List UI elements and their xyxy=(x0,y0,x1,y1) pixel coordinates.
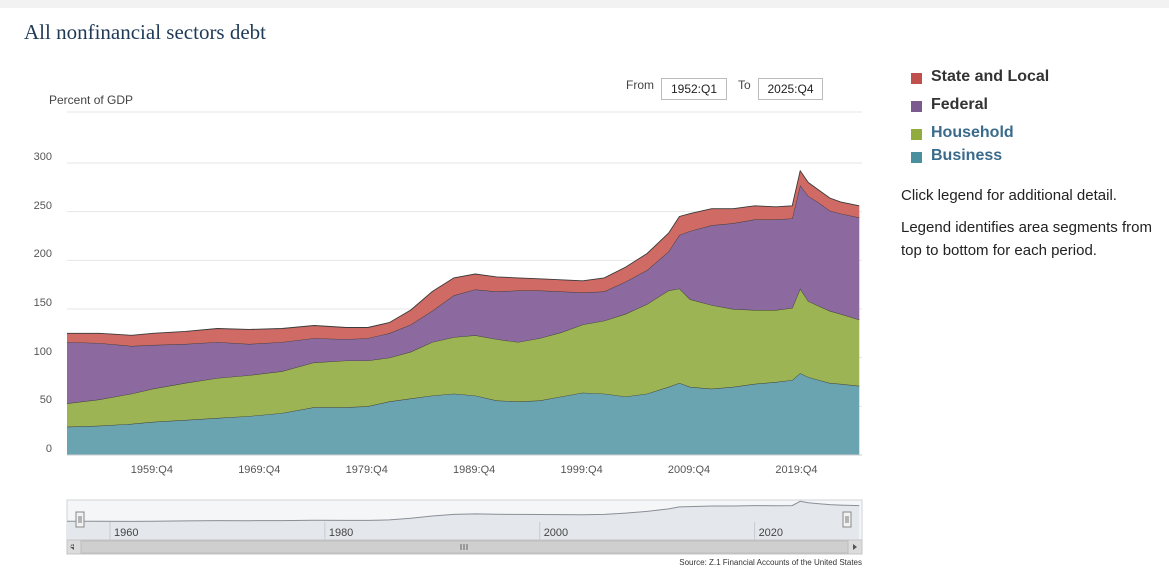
y-tick-150: 150 xyxy=(33,297,52,309)
x-tick-1979-Q4: 1979:Q4 xyxy=(345,464,388,476)
line-federal xyxy=(66,184,860,347)
scroll-right-arrow[interactable] xyxy=(853,544,857,550)
to-input[interactable]: 2025:Q4 xyxy=(758,78,823,100)
scrollbar-thumb[interactable] xyxy=(80,540,849,554)
legend-label-household: Household xyxy=(931,124,1014,141)
y-axis-label: Percent of GDP xyxy=(49,93,134,107)
from-input[interactable]: 1952:Q1 xyxy=(661,78,727,100)
y-tick-250: 250 xyxy=(33,199,52,212)
x-tick-1969-Q4: 1969:Q4 xyxy=(238,464,281,476)
legend-note: Click legend for additional detail. xyxy=(901,187,1117,204)
x-tick-1999-Q4: 1999:Q4 xyxy=(560,464,603,476)
y-tick-300: 300 xyxy=(33,151,52,163)
y-tick-50: 50 xyxy=(39,394,52,407)
x-tick-1959-Q4: 1959:Q4 xyxy=(130,464,173,476)
navigator-label-1980: 1980 xyxy=(329,527,353,539)
area-federal xyxy=(67,185,860,404)
y-tick-0: 0 xyxy=(45,443,52,455)
from-label: From xyxy=(626,78,654,92)
navigator-label-2020: 2020 xyxy=(759,527,783,539)
page-title: All nonfinancial sectors debt xyxy=(24,20,267,44)
top-bar xyxy=(0,0,1169,8)
legend-swatch-business xyxy=(911,152,922,163)
x-tick-2019-Q4: 2019:Q4 xyxy=(775,464,818,476)
legend-swatch-federal xyxy=(911,101,922,112)
line-household xyxy=(66,287,860,404)
navigator-area xyxy=(67,501,860,540)
legend-label-business: Business xyxy=(931,147,1003,164)
legend-label-federal: Federal xyxy=(931,96,988,113)
x-tick-2009-Q4: 2009:Q4 xyxy=(667,464,711,476)
area-state-and-local xyxy=(67,170,860,346)
navigator-scrollbar[interactable] xyxy=(66,539,863,555)
line-state-and-local xyxy=(67,169,860,336)
scroll-left-arrow[interactable] xyxy=(70,544,74,550)
navigator-label-1960: 1960 xyxy=(114,527,138,539)
navigator-label-2000: 2000 xyxy=(544,527,568,539)
legend-label-state-and-local: State and Local xyxy=(931,68,1050,85)
y-tick-100: 100 xyxy=(33,345,52,358)
navigator-handle-right[interactable] xyxy=(842,511,852,528)
line-business xyxy=(66,372,860,428)
navigator-background xyxy=(66,499,863,541)
source-note: Source: Z.1 Financial Accounts of the Un… xyxy=(679,558,862,567)
legend-swatch-state-and-local xyxy=(911,73,922,84)
to-label: To xyxy=(738,78,751,92)
area-household xyxy=(67,288,860,427)
legend-order-note: Legend identifies area segments from top… xyxy=(901,219,1152,259)
area-business xyxy=(67,373,860,455)
y-tick-200: 200 xyxy=(33,248,52,261)
navigator-handle-left[interactable] xyxy=(75,511,85,528)
navigator-line xyxy=(67,500,860,522)
legend-swatch-household xyxy=(911,129,922,140)
x-tick-1989-Q4: 1989:Q4 xyxy=(453,464,496,476)
